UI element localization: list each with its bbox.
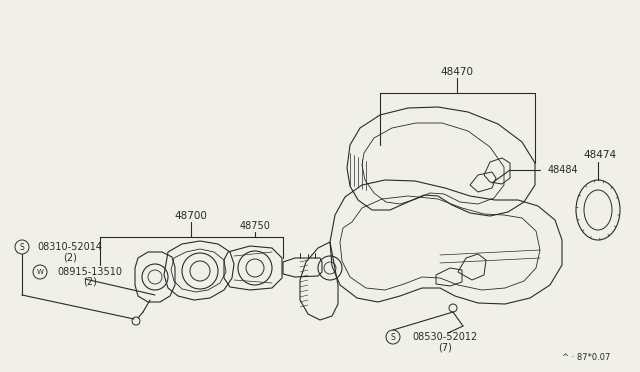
Text: W: W [36, 269, 44, 275]
Text: 48470: 48470 [440, 67, 474, 77]
Text: 48750: 48750 [239, 221, 271, 231]
Text: 48484: 48484 [548, 165, 579, 175]
Text: 08530-52012: 08530-52012 [412, 332, 477, 342]
Text: (2): (2) [83, 277, 97, 287]
Text: (7): (7) [438, 342, 452, 352]
Text: 08310-52014: 08310-52014 [38, 242, 102, 252]
Text: S: S [20, 243, 24, 251]
Text: (2): (2) [63, 252, 77, 262]
Text: ^ · 87*0.07: ^ · 87*0.07 [562, 353, 610, 362]
Text: 48474: 48474 [584, 150, 616, 160]
Text: 48700: 48700 [175, 211, 207, 221]
Text: 08915-13510: 08915-13510 [58, 267, 122, 277]
Text: S: S [390, 333, 396, 341]
